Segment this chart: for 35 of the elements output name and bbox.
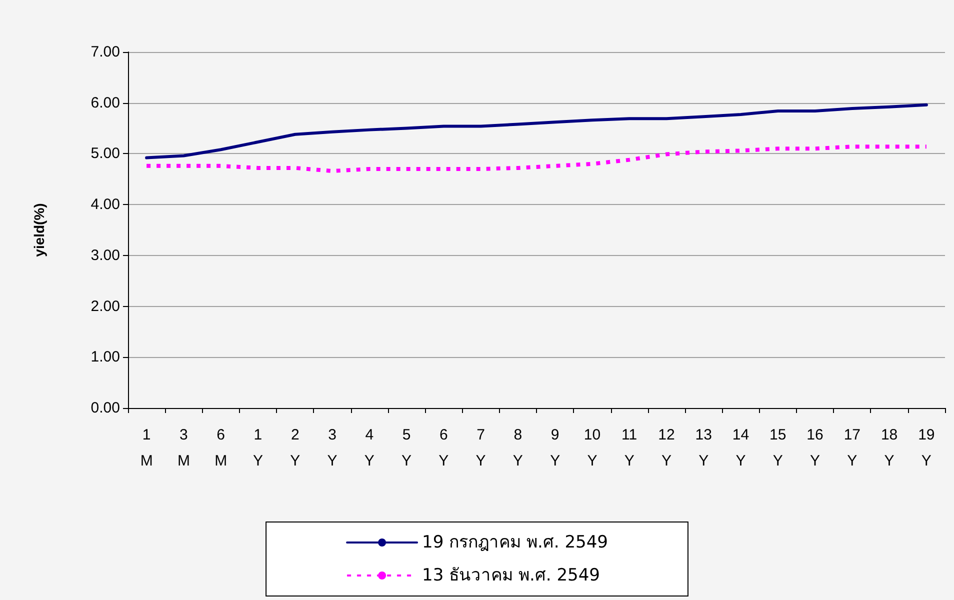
x-tick-label: 10 Y <box>584 426 601 470</box>
legend-label: 19 กรกฎาคม พ.ศ. 2549 <box>422 532 608 552</box>
x-tick-label: 8 Y <box>512 426 523 470</box>
x-tick-label: 6 Y <box>438 426 449 470</box>
x-tick-label: 1 M <box>140 426 153 470</box>
y-tick-label: 2.00 <box>90 298 120 315</box>
y-tick-label: 0.00 <box>90 400 120 416</box>
x-tick-label: 16 Y <box>806 426 824 470</box>
x-tick-label: 11 Y <box>622 426 638 470</box>
x-tick-label: 12 Y <box>658 426 675 470</box>
x-tick-label: 4 Y <box>364 426 374 470</box>
y-tick-label: 4.00 <box>90 196 120 214</box>
y-axis-title: yield(%) <box>31 203 47 257</box>
x-tick-label: 15 Y <box>770 426 786 470</box>
line-series <box>144 144 928 174</box>
x-tick-label: 6 M <box>214 426 228 470</box>
y-tick-label: 1.00 <box>90 348 120 366</box>
y-tick-label: 7.00 <box>90 44 120 60</box>
x-tick-label: 3 M <box>177 426 190 470</box>
y-tick-label: 6.00 <box>90 94 120 112</box>
x-tick-label: 17 Y <box>844 426 861 470</box>
x-tick-label: 3 Y <box>327 426 338 470</box>
y-tick-label: 5.00 <box>90 145 120 162</box>
y-tick-label: 3.00 <box>90 246 120 264</box>
x-tick-label: 14 Y <box>732 426 750 470</box>
x-tick-label: 1 Y <box>252 426 263 470</box>
x-tick-label: 5 Y <box>402 426 412 470</box>
legend-label: 13 ธันวาคม พ.ศ. 2549 <box>422 566 600 586</box>
x-tick-label: 18 Y <box>880 426 898 470</box>
x-tick-label: 7 Y <box>476 426 486 470</box>
line-series <box>145 103 928 160</box>
x-tick-label: 9 Y <box>550 426 560 470</box>
x-tick-label: 13 Y <box>695 426 712 470</box>
x-tick-label: 2 Y <box>290 426 300 470</box>
x-tick-label: 19 Y <box>918 426 935 470</box>
